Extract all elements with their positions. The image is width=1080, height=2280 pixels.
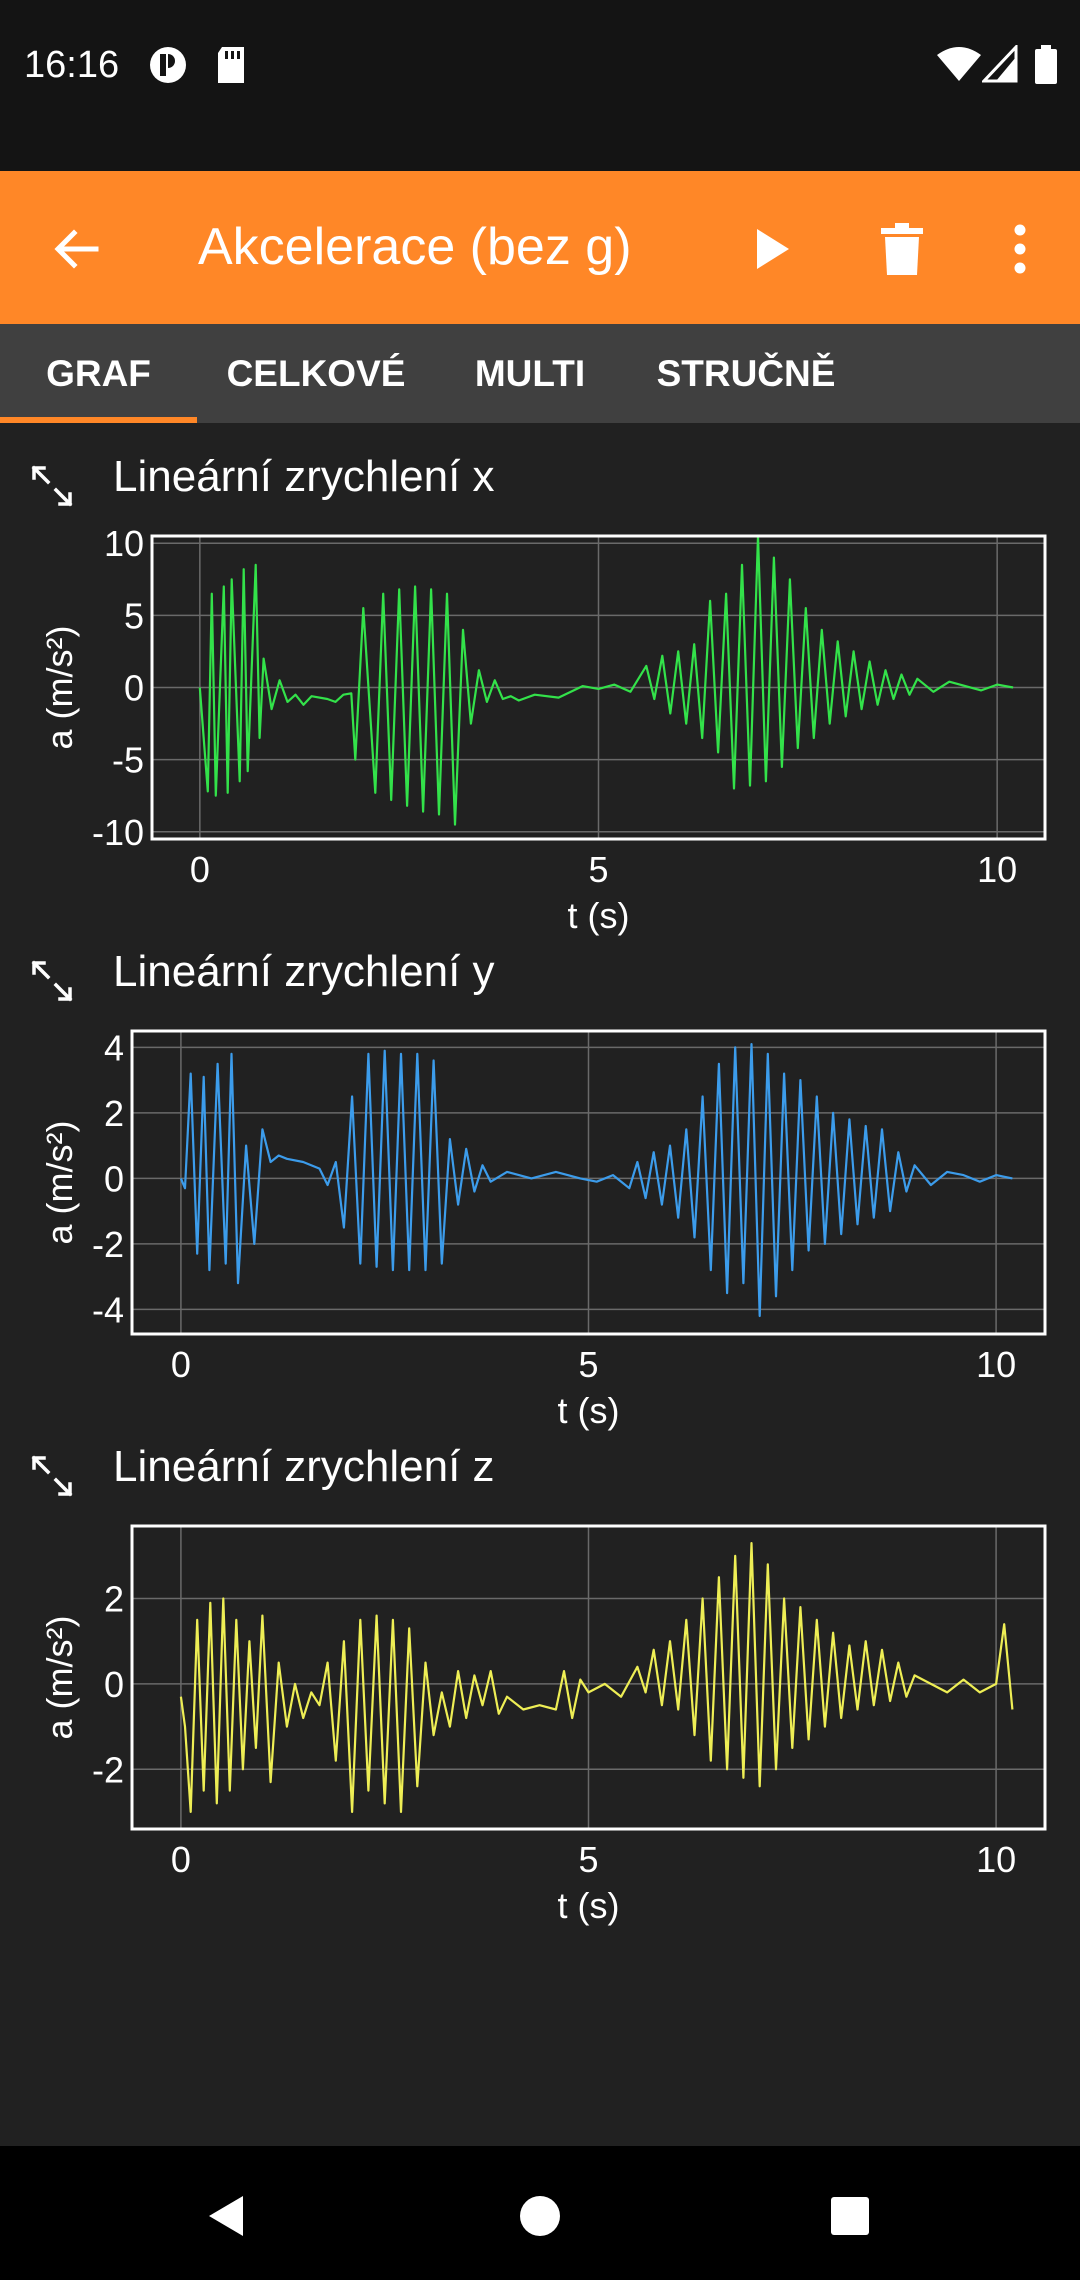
overflow-menu-button[interactable] [982, 211, 1058, 287]
status-time: 16:16 [24, 44, 120, 86]
delete-button[interactable] [864, 211, 940, 287]
plot-frame [150, 534, 1047, 841]
x-tick-label: 10 [976, 1839, 1016, 1880]
y-tick-label: -2 [92, 1749, 124, 1790]
x-tick-label: 0 [171, 1344, 191, 1385]
y-tick-label: -10 [92, 812, 144, 853]
series-line-0 [179, 1042, 1013, 1318]
nav-back-icon [209, 2196, 243, 2236]
play-icon [757, 229, 789, 269]
expand-icon[interactable] [28, 1452, 76, 1500]
plot-x-chart[interactable]: -10 -5 0 5 10 0 5 10 t (s) a (m/s²) [0, 440, 1080, 940]
y-tick-label: 0 [104, 1158, 124, 1199]
y-tick-label: 4 [104, 1027, 124, 1068]
battery-icon [1035, 45, 1057, 84]
wifi-icon [937, 47, 981, 81]
series-line-0 [198, 534, 1014, 826]
arrow-back-icon [54, 229, 99, 269]
plot-y-chart[interactable]: -4 -2 0 2 4 0 5 10 t (s) a (m/s²) [0, 935, 1080, 1435]
tab-multi[interactable]: MULTI [474, 352, 586, 394]
tab-bar: GRAF CELKOVÉ MULTI STRUČNĚ [0, 324, 1080, 423]
plot-y-section: Lineární zrychlení y -4 -2 0 2 4 0 5 10 t (s) a (… [0, 935, 1080, 1435]
y-tick-label: 5 [124, 595, 144, 636]
plot-title: Lineární zrychlení y [113, 947, 495, 996]
x-tick-label: 5 [578, 1839, 598, 1880]
nav-recents-button[interactable] [810, 2176, 890, 2256]
plot-frame [130, 1029, 1047, 1336]
plot-title: Lineární zrychlení x [113, 452, 495, 501]
nav-home-button[interactable] [500, 2176, 580, 2256]
plot-x-section: Lineární zrychlení x -10 -5 0 5 10 0 5 10 t (s) a… [0, 440, 1080, 940]
expand-icon[interactable] [28, 957, 76, 1005]
status-bar: 16:16 [0, 0, 1080, 171]
plot-title: Lineární zrychlení z [113, 1442, 495, 1491]
y-tick-label: -5 [112, 740, 144, 781]
x-tick-label: 5 [588, 849, 608, 890]
more-vert-icon [1014, 224, 1026, 274]
play-button[interactable] [735, 211, 811, 287]
y-tick-label: 0 [124, 668, 144, 709]
x-axis-label: t (s) [558, 1885, 620, 1926]
tab-strucne[interactable]: STRUČNĚ [656, 352, 836, 394]
tab-graf[interactable]: GRAF [46, 352, 151, 394]
series-line-0 [179, 1541, 1014, 1813]
nav-back-button[interactable] [185, 2176, 265, 2256]
y-tick-label: 0 [104, 1664, 124, 1705]
app-notification-icon [150, 47, 186, 83]
y-tick-label: 2 [104, 1579, 124, 1620]
plot-frame [130, 1524, 1047, 1831]
back-button[interactable] [38, 211, 114, 287]
y-tick-label: 10 [104, 523, 144, 564]
y-axis-label: a (m/s²) [39, 1616, 80, 1740]
tab-celkove[interactable]: CELKOVÉ [226, 352, 406, 394]
x-tick-label: 0 [190, 849, 210, 890]
x-axis-label: t (s) [568, 895, 630, 936]
expand-icon[interactable] [28, 462, 76, 510]
plot-z-section: Lineární zrychlení z -2 0 2 0 5 10 t (s) a (m/s… [0, 1430, 1080, 1930]
sd-card-icon [218, 47, 244, 83]
plot-z-chart[interactable]: -2 0 2 0 5 10 t (s) a (m/s²) [0, 1430, 1080, 1930]
y-tick-label: 2 [104, 1093, 124, 1134]
active-tab-indicator [0, 417, 197, 423]
x-tick-label: 10 [977, 849, 1017, 890]
page-title: Akcelerace (bez g) [198, 218, 632, 276]
x-tick-label: 5 [578, 1344, 598, 1385]
nav-home-icon [520, 2196, 560, 2236]
x-tick-label: 10 [976, 1344, 1016, 1385]
y-tick-label: -2 [92, 1224, 124, 1265]
x-tick-label: 0 [171, 1839, 191, 1880]
nav-recents-icon [831, 2197, 869, 2235]
cell-signal-icon [982, 45, 1018, 83]
y-axis-label: a (m/s²) [39, 1121, 80, 1245]
y-axis-label: a (m/s²) [39, 626, 80, 750]
trash-icon [881, 223, 923, 275]
x-axis-label: t (s) [558, 1390, 620, 1431]
y-tick-label: -4 [92, 1289, 124, 1330]
app-bar: Akcelerace (bez g) [0, 171, 1080, 324]
